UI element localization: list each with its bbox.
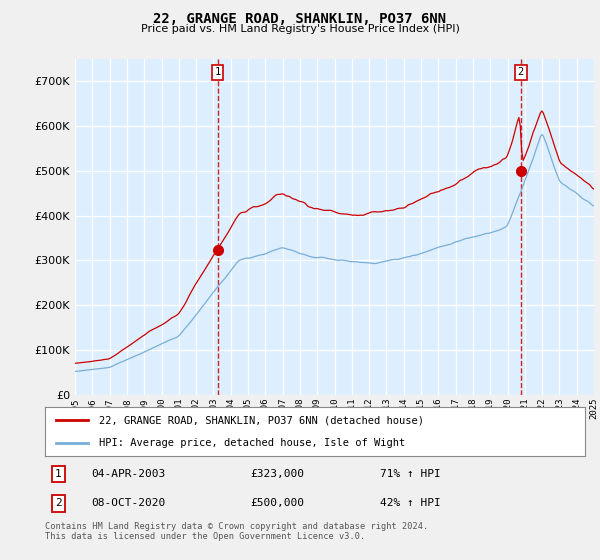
Text: HPI: Average price, detached house, Isle of Wight: HPI: Average price, detached house, Isle… — [99, 438, 405, 448]
Text: £500,000: £500,000 — [250, 498, 304, 508]
Text: 08-OCT-2020: 08-OCT-2020 — [91, 498, 165, 508]
Text: 71% ↑ HPI: 71% ↑ HPI — [380, 469, 440, 479]
Text: 42% ↑ HPI: 42% ↑ HPI — [380, 498, 440, 508]
Text: £323,000: £323,000 — [250, 469, 304, 479]
Text: 2: 2 — [55, 498, 62, 508]
Text: 22, GRANGE ROAD, SHANKLIN, PO37 6NN (detached house): 22, GRANGE ROAD, SHANKLIN, PO37 6NN (det… — [99, 416, 424, 426]
Text: Contains HM Land Registry data © Crown copyright and database right 2024.
This d: Contains HM Land Registry data © Crown c… — [45, 522, 428, 542]
Text: 22, GRANGE ROAD, SHANKLIN, PO37 6NN: 22, GRANGE ROAD, SHANKLIN, PO37 6NN — [154, 12, 446, 26]
Text: 04-APR-2003: 04-APR-2003 — [91, 469, 165, 479]
Text: 1: 1 — [55, 469, 62, 479]
Text: 1: 1 — [215, 67, 221, 77]
Text: 2: 2 — [518, 67, 524, 77]
Text: Price paid vs. HM Land Registry's House Price Index (HPI): Price paid vs. HM Land Registry's House … — [140, 24, 460, 34]
